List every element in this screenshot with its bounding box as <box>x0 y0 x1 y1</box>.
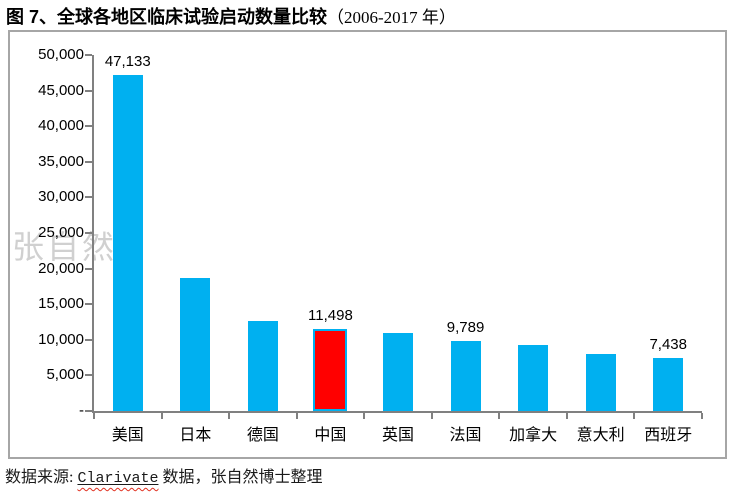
bar-加拿大 <box>518 345 549 411</box>
x-axis-tick <box>633 413 635 419</box>
bar-slot: 日本 <box>162 55 230 444</box>
data-label: 9,789 <box>446 319 485 336</box>
y-axis-tick-label: 40,000 <box>38 117 84 134</box>
y-axis-tick <box>85 196 92 198</box>
x-axis-tick <box>161 413 163 419</box>
x-axis-category-label: 美国 <box>111 427 144 444</box>
y-axis-tick-label: 50,000 <box>38 46 84 63</box>
x-axis-tick <box>566 413 568 419</box>
bar-意大利 <box>585 354 616 411</box>
y-axis-tick <box>85 339 92 341</box>
x-axis-tick <box>228 413 230 419</box>
y-axis-tick <box>85 125 92 127</box>
x-axis-tick <box>498 413 500 419</box>
bar-chart-plot-area: 50,000 45,000 40,000 35,000 30,000 25,000 20,0… <box>38 46 703 444</box>
bar-slot: 47,133 美国 <box>94 53 162 444</box>
bar-slot: 意大利 <box>567 55 635 444</box>
x-axis-tick <box>701 413 703 419</box>
bar-英国 <box>382 333 413 411</box>
source-note: 数据来源: Clarivate 数据，张自然博士整理 <box>5 463 322 487</box>
y-axis-tick-label: 5,000 <box>46 366 84 383</box>
x-axis-category-label: 法国 <box>449 427 482 444</box>
bar-法国 <box>450 341 481 411</box>
data-label: 11,498 <box>308 307 353 324</box>
bar-highlighted-中国 <box>313 329 348 411</box>
bar-德国 <box>247 321 278 411</box>
bar-slot: 7,438 西班牙 <box>634 55 702 444</box>
x-axis-tick <box>93 413 95 419</box>
y-axis-tick-label: 25,000 <box>38 224 84 241</box>
bar-西班牙 <box>653 358 684 411</box>
y-axis-tick <box>85 410 92 412</box>
source-word-spellcheck-underline: Clarivate <box>77 469 159 487</box>
bar-slot: 英国 <box>364 55 432 444</box>
x-axis-category-label: 意大利 <box>576 427 625 444</box>
x-axis-tick <box>431 413 433 419</box>
y-axis-tick-label: 15,000 <box>38 295 84 312</box>
y-axis-tick <box>85 268 92 270</box>
source-note-prefix: 数据来源: <box>5 469 78 486</box>
y-axis-tick <box>85 303 92 305</box>
x-axis-category-label: 日本 <box>179 427 212 444</box>
figure-title-main: 图 7、全球各地区临床试验启动数量比较 <box>6 7 328 27</box>
bar-日本 <box>180 278 211 411</box>
y-axis-tick <box>85 54 92 56</box>
bar-美国 <box>112 75 143 411</box>
x-axis-category-label: 西班牙 <box>644 427 693 444</box>
x-axis-category-label: 英国 <box>381 427 414 444</box>
bar-slot: 11,498 中国 <box>297 55 365 444</box>
bar-slot: 德国 <box>229 55 297 444</box>
x-axis-category-label: 加拿大 <box>509 427 558 444</box>
y-axis-tick <box>85 232 92 234</box>
x-axis-tick <box>363 413 365 419</box>
data-label: 47,133 <box>104 53 151 70</box>
source-word: Clarivate <box>77 470 159 487</box>
figure-title: 图 7、全球各地区临床试验启动数量比较（2006-2017 年） <box>6 3 456 29</box>
y-axis-tick <box>85 90 92 92</box>
x-axis-category-label: 德国 <box>246 427 279 444</box>
x-axis-tick <box>296 413 298 419</box>
source-note-suffix: 数据，张自然博士整理 <box>158 469 323 486</box>
y-axis-tick-label: 20,000 <box>38 260 84 277</box>
y-axis-tick-label: 30,000 <box>38 188 84 205</box>
y-axis-tick-label: 45,000 <box>38 82 84 99</box>
bar-slot: 加拿大 <box>499 55 567 444</box>
figure-title-period: （2006-2017 年） <box>327 8 456 27</box>
watermark-text: 张自然 <box>12 229 118 265</box>
data-label: 7,438 <box>649 336 687 353</box>
y-axis-tick <box>85 374 92 376</box>
y-axis-tick-label: - <box>79 402 84 419</box>
y-axis-tick-label: 10,000 <box>38 331 84 348</box>
y-axis-tick-label: 35,000 <box>38 153 84 170</box>
x-axis-category-label: 中国 <box>314 427 347 444</box>
bar-slot: 9,789 法国 <box>432 55 500 444</box>
y-axis-tick <box>85 161 92 163</box>
